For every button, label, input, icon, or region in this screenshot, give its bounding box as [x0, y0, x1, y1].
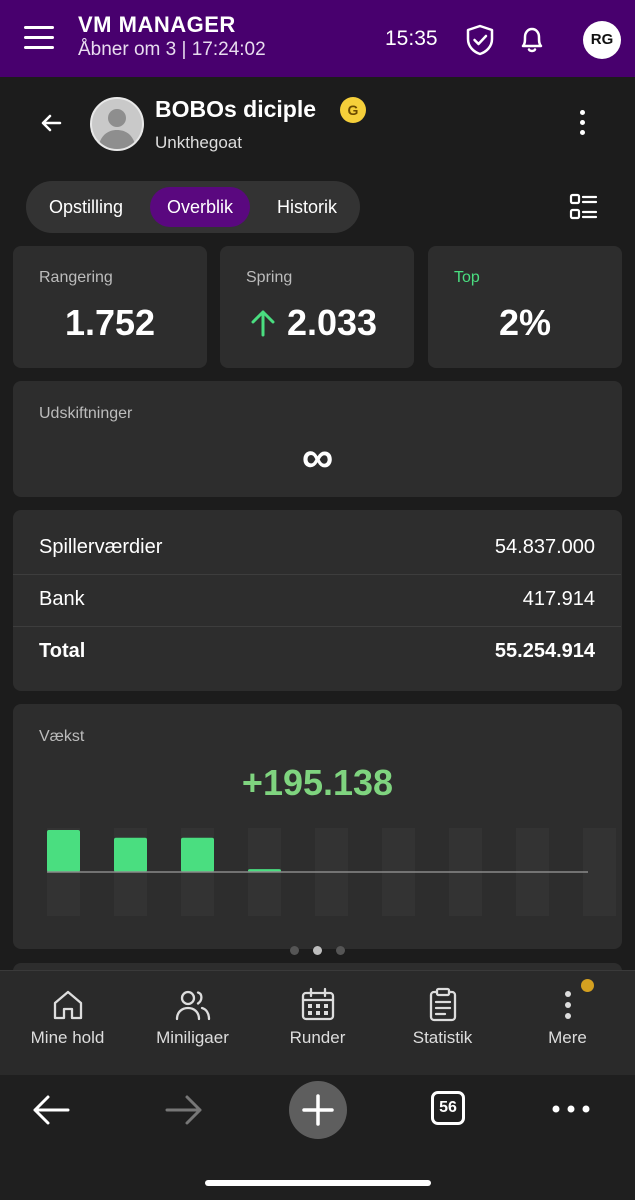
- more-options-icon[interactable]: [572, 108, 592, 138]
- browser-menu-icon[interactable]: [551, 1103, 591, 1115]
- divider: [13, 626, 621, 627]
- growth-bar: [181, 837, 214, 872]
- clock: 15:35: [385, 27, 438, 50]
- growth-card[interactable]: Vækst +195.138: [13, 704, 622, 949]
- person-silhouette-icon: [98, 109, 136, 149]
- substitutions-label: Udskiftninger: [39, 405, 133, 422]
- nav-runder[interactable]: Runder: [254, 971, 381, 1075]
- jump-value: 2.033: [286, 302, 378, 343]
- browser-toolbar: 56: [0, 1075, 635, 1200]
- growth-label: Vækst: [39, 728, 85, 745]
- nav-mine-hold[interactable]: Mine hold: [4, 971, 131, 1075]
- nav-statistik[interactable]: Statistik: [379, 971, 506, 1075]
- nav-label: Statistik: [412, 1028, 473, 1047]
- menu-icon[interactable]: [24, 24, 54, 52]
- nav-label: Runder: [289, 1028, 346, 1047]
- finance-row: Spillerværdier 54.837.000: [13, 522, 621, 574]
- bank-value: 417.914: [522, 588, 595, 610]
- nav-label: Miniligaer: [156, 1028, 229, 1047]
- finance-card: Spillerværdier 54.837.000 Bank 417.914 T…: [13, 510, 622, 691]
- tab-overblik[interactable]: Overblik: [150, 187, 250, 227]
- rank-card: Rangering 1.752: [13, 246, 207, 368]
- list-view-icon[interactable]: [568, 192, 598, 222]
- tab-historik[interactable]: Historik: [276, 197, 337, 217]
- plus-icon: [302, 1094, 334, 1126]
- bottom-navigation: Mine hold Miniligaer Runder Statistik Me…: [0, 970, 635, 1075]
- clipboard-icon: [429, 987, 457, 1022]
- total-value: 55.254.914: [494, 640, 595, 662]
- substitutions-card: Udskiftninger ∞: [13, 381, 622, 497]
- growth-bar: [47, 829, 80, 872]
- users-icon: [175, 990, 211, 1021]
- user-avatar[interactable]: RG: [583, 21, 621, 59]
- team-owner: Unkthegoat: [155, 133, 242, 152]
- nav-miniligaer[interactable]: Miniligaer: [129, 971, 256, 1075]
- jump-label: Spring: [246, 269, 293, 286]
- nav-label: Mine hold: [30, 1028, 105, 1047]
- new-tab-button[interactable]: [289, 1081, 347, 1139]
- top-label: Top: [454, 269, 480, 286]
- divider: [13, 574, 621, 575]
- team-name: BOBOs diciple: [155, 96, 317, 122]
- rank-value: 1.752: [64, 302, 156, 343]
- top-app-bar: VM MANAGER Åbner om 3 | 17:24:02 15:35 R…: [0, 0, 635, 77]
- tab-count-button[interactable]: 56: [431, 1091, 465, 1125]
- team-avatar: [90, 97, 144, 151]
- top-card: Top 2%: [428, 246, 622, 368]
- app-title: VM MANAGER: [78, 12, 236, 37]
- growth-bar-chart: [47, 828, 616, 916]
- arrow-up-icon: [251, 310, 275, 337]
- nav-mere[interactable]: Mere: [504, 971, 631, 1075]
- carousel-pager: [288, 946, 348, 956]
- view-tabs: Opstilling Overblik Historik: [26, 181, 360, 233]
- nav-label: Mere: [548, 1028, 587, 1047]
- top-value: 2%: [498, 302, 552, 343]
- bank-label: Bank: [39, 588, 85, 610]
- home-indicator[interactable]: [205, 1180, 431, 1186]
- shield-check-icon[interactable]: [465, 24, 495, 56]
- pager-dot[interactable]: [336, 946, 345, 955]
- browser-back-icon[interactable]: [30, 1092, 72, 1128]
- notification-dot: [581, 979, 594, 992]
- bell-icon[interactable]: [516, 23, 548, 55]
- pager-dot[interactable]: [313, 946, 322, 955]
- more-vertical-icon: [565, 991, 571, 1019]
- finance-row: Bank 417.914: [13, 574, 621, 626]
- calendar-icon: [301, 987, 335, 1021]
- player-values-label: Spillerværdier: [39, 536, 163, 558]
- deadline-countdown: Åbner om 3 | 17:24:02: [78, 39, 266, 60]
- growth-value: +195.138: [241, 762, 394, 803]
- jump-card: Spring 2.033: [220, 246, 414, 368]
- pager-dot[interactable]: [290, 946, 299, 955]
- growth-bar: [114, 837, 147, 872]
- bar-slot: [583, 828, 616, 916]
- player-values-value: 54.837.000: [494, 536, 595, 558]
- back-arrow-icon[interactable]: [36, 108, 66, 138]
- substitutions-value: ∞: [301, 433, 334, 482]
- tab-opstilling[interactable]: Opstilling: [48, 197, 124, 217]
- browser-forward-icon[interactable]: [163, 1092, 205, 1128]
- total-label: Total: [39, 640, 86, 662]
- finance-row: Total 55.254.914: [13, 626, 621, 678]
- gold-badge: G: [340, 97, 366, 123]
- rank-label: Rangering: [39, 269, 113, 286]
- home-icon: [53, 990, 83, 1020]
